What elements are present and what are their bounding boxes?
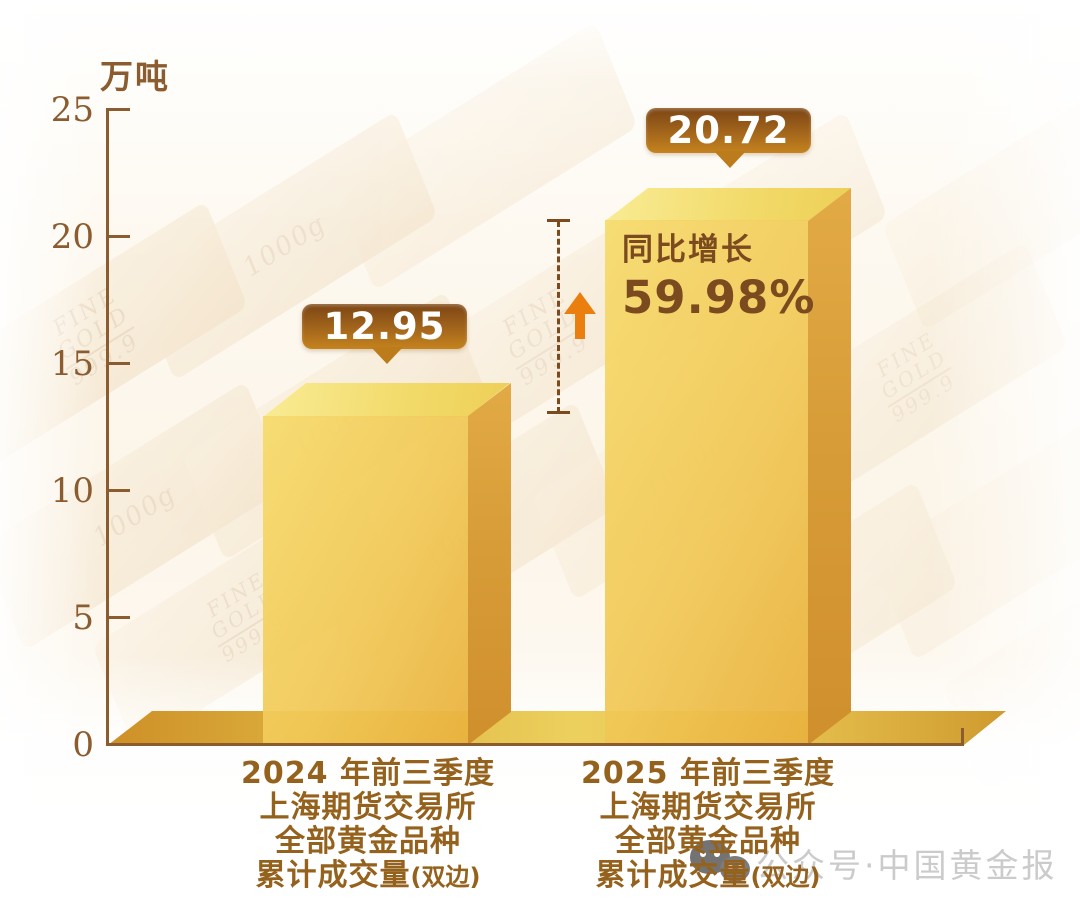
growth-annotation-label: 同比增长 (622, 232, 754, 268)
wechat-icon (690, 838, 752, 888)
watermark: 公众号·中国黄金报 (690, 838, 1058, 888)
difference-line-top-cap (547, 219, 570, 222)
y-axis-line (106, 108, 109, 745)
watermark-text: 公众号·中国黄金报 (756, 846, 1058, 885)
category-2024-line1: 2024 年前三季度 (241, 756, 495, 791)
y-tick-label-5: 5 (72, 598, 94, 638)
value-callout-2024-pointer (371, 347, 403, 364)
growth-up-arrow-icon (564, 292, 596, 314)
growth-annotation-value: 59.98% (622, 271, 816, 324)
value-callout-2025-pointer (714, 151, 746, 168)
category-2025-line3: 全部黄金品种 (615, 824, 801, 859)
category-2025-line4: 累计成交量(双边) (595, 858, 821, 893)
y-tick-label-25: 25 (50, 90, 94, 130)
difference-dashed-line (557, 221, 560, 413)
category-2024-line4: 累计成交量(双边) (255, 858, 481, 893)
x-axis-line (106, 743, 964, 746)
y-tick-label-15: 15 (50, 344, 94, 384)
category-2025-suffix: (双边) (750, 863, 821, 891)
category-label-2024: 2024 年前三季度 上海期货交易所 全部黄金品种 累计成交量(双边) (216, 757, 520, 894)
value-callout-2025: 20.72 (646, 108, 811, 153)
bar-2024-top-face (263, 383, 510, 417)
bar-2025-top-face (605, 188, 851, 221)
category-2025-line1: 2025 年前三季度 (581, 756, 835, 791)
bar-2025 (605, 220, 808, 745)
value-callout-2024: 12.95 (302, 304, 467, 349)
y-tick-label-20: 20 (50, 217, 94, 257)
difference-line-bottom-cap (547, 411, 570, 414)
category-2025-line2: 上海期货交易所 (599, 790, 817, 825)
y-tick-mark (109, 489, 130, 492)
bar-2024-side-face (468, 383, 511, 745)
bar-2025-side-face (808, 188, 851, 745)
y-tick-mark (109, 616, 130, 619)
y-axis-unit-label: 万吨 (100, 57, 170, 96)
category-2024-line2: 上海期货交易所 (259, 790, 477, 825)
chart-floor-platform (108, 711, 1006, 745)
category-2024-suffix: (双边) (410, 863, 481, 891)
growth-annotation: 同比增长 59.98% (622, 224, 815, 324)
y-tick-mark (109, 108, 130, 111)
category-2024-line3: 全部黄金品种 (275, 824, 461, 859)
category-label-2025: 2025 年前三季度 上海期货交易所 全部黄金品种 累计成交量(双边) (556, 757, 860, 894)
y-tick-label-10: 10 (50, 471, 94, 511)
bar-2024 (263, 416, 468, 745)
y-tick-label-0: 0 (72, 725, 94, 765)
x-axis-end-tick (961, 728, 964, 743)
y-tick-mark (109, 235, 130, 238)
growth-up-arrow-stem (575, 313, 585, 339)
y-tick-mark (109, 362, 130, 365)
